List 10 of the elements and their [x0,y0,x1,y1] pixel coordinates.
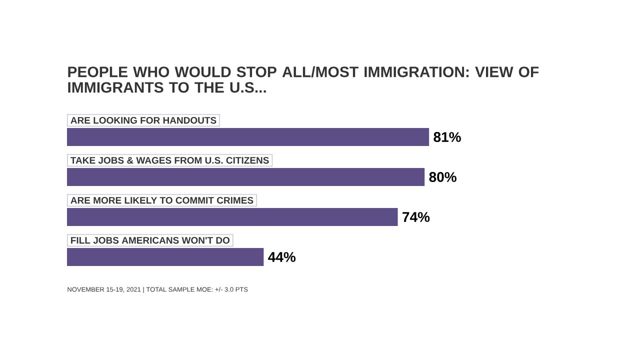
chart-title: PEOPLE WHO WOULD STOP ALL/MOST IMMIGRATION: VIEW OF IMMIGRANTS TO THE U.S... [68,66,539,93]
data-label: 81% [434,132,461,142]
data-label: 80% [429,172,456,182]
y-tick-label: ARE MORE LIKELY TO COMMIT CRIMES [70,196,254,204]
data-label: 74% [402,212,430,222]
data-label: 44% [268,252,296,262]
y-tick-label: FILL JOBS AMERICANS WON'T DO [71,236,230,244]
y-tick-label: TAKE JOBS & WAGES FROM U.S. CITIZENS [70,156,269,164]
bar [67,128,430,146]
y-tick-label: ARE LOOKING FOR HANDOUTS [70,116,216,124]
